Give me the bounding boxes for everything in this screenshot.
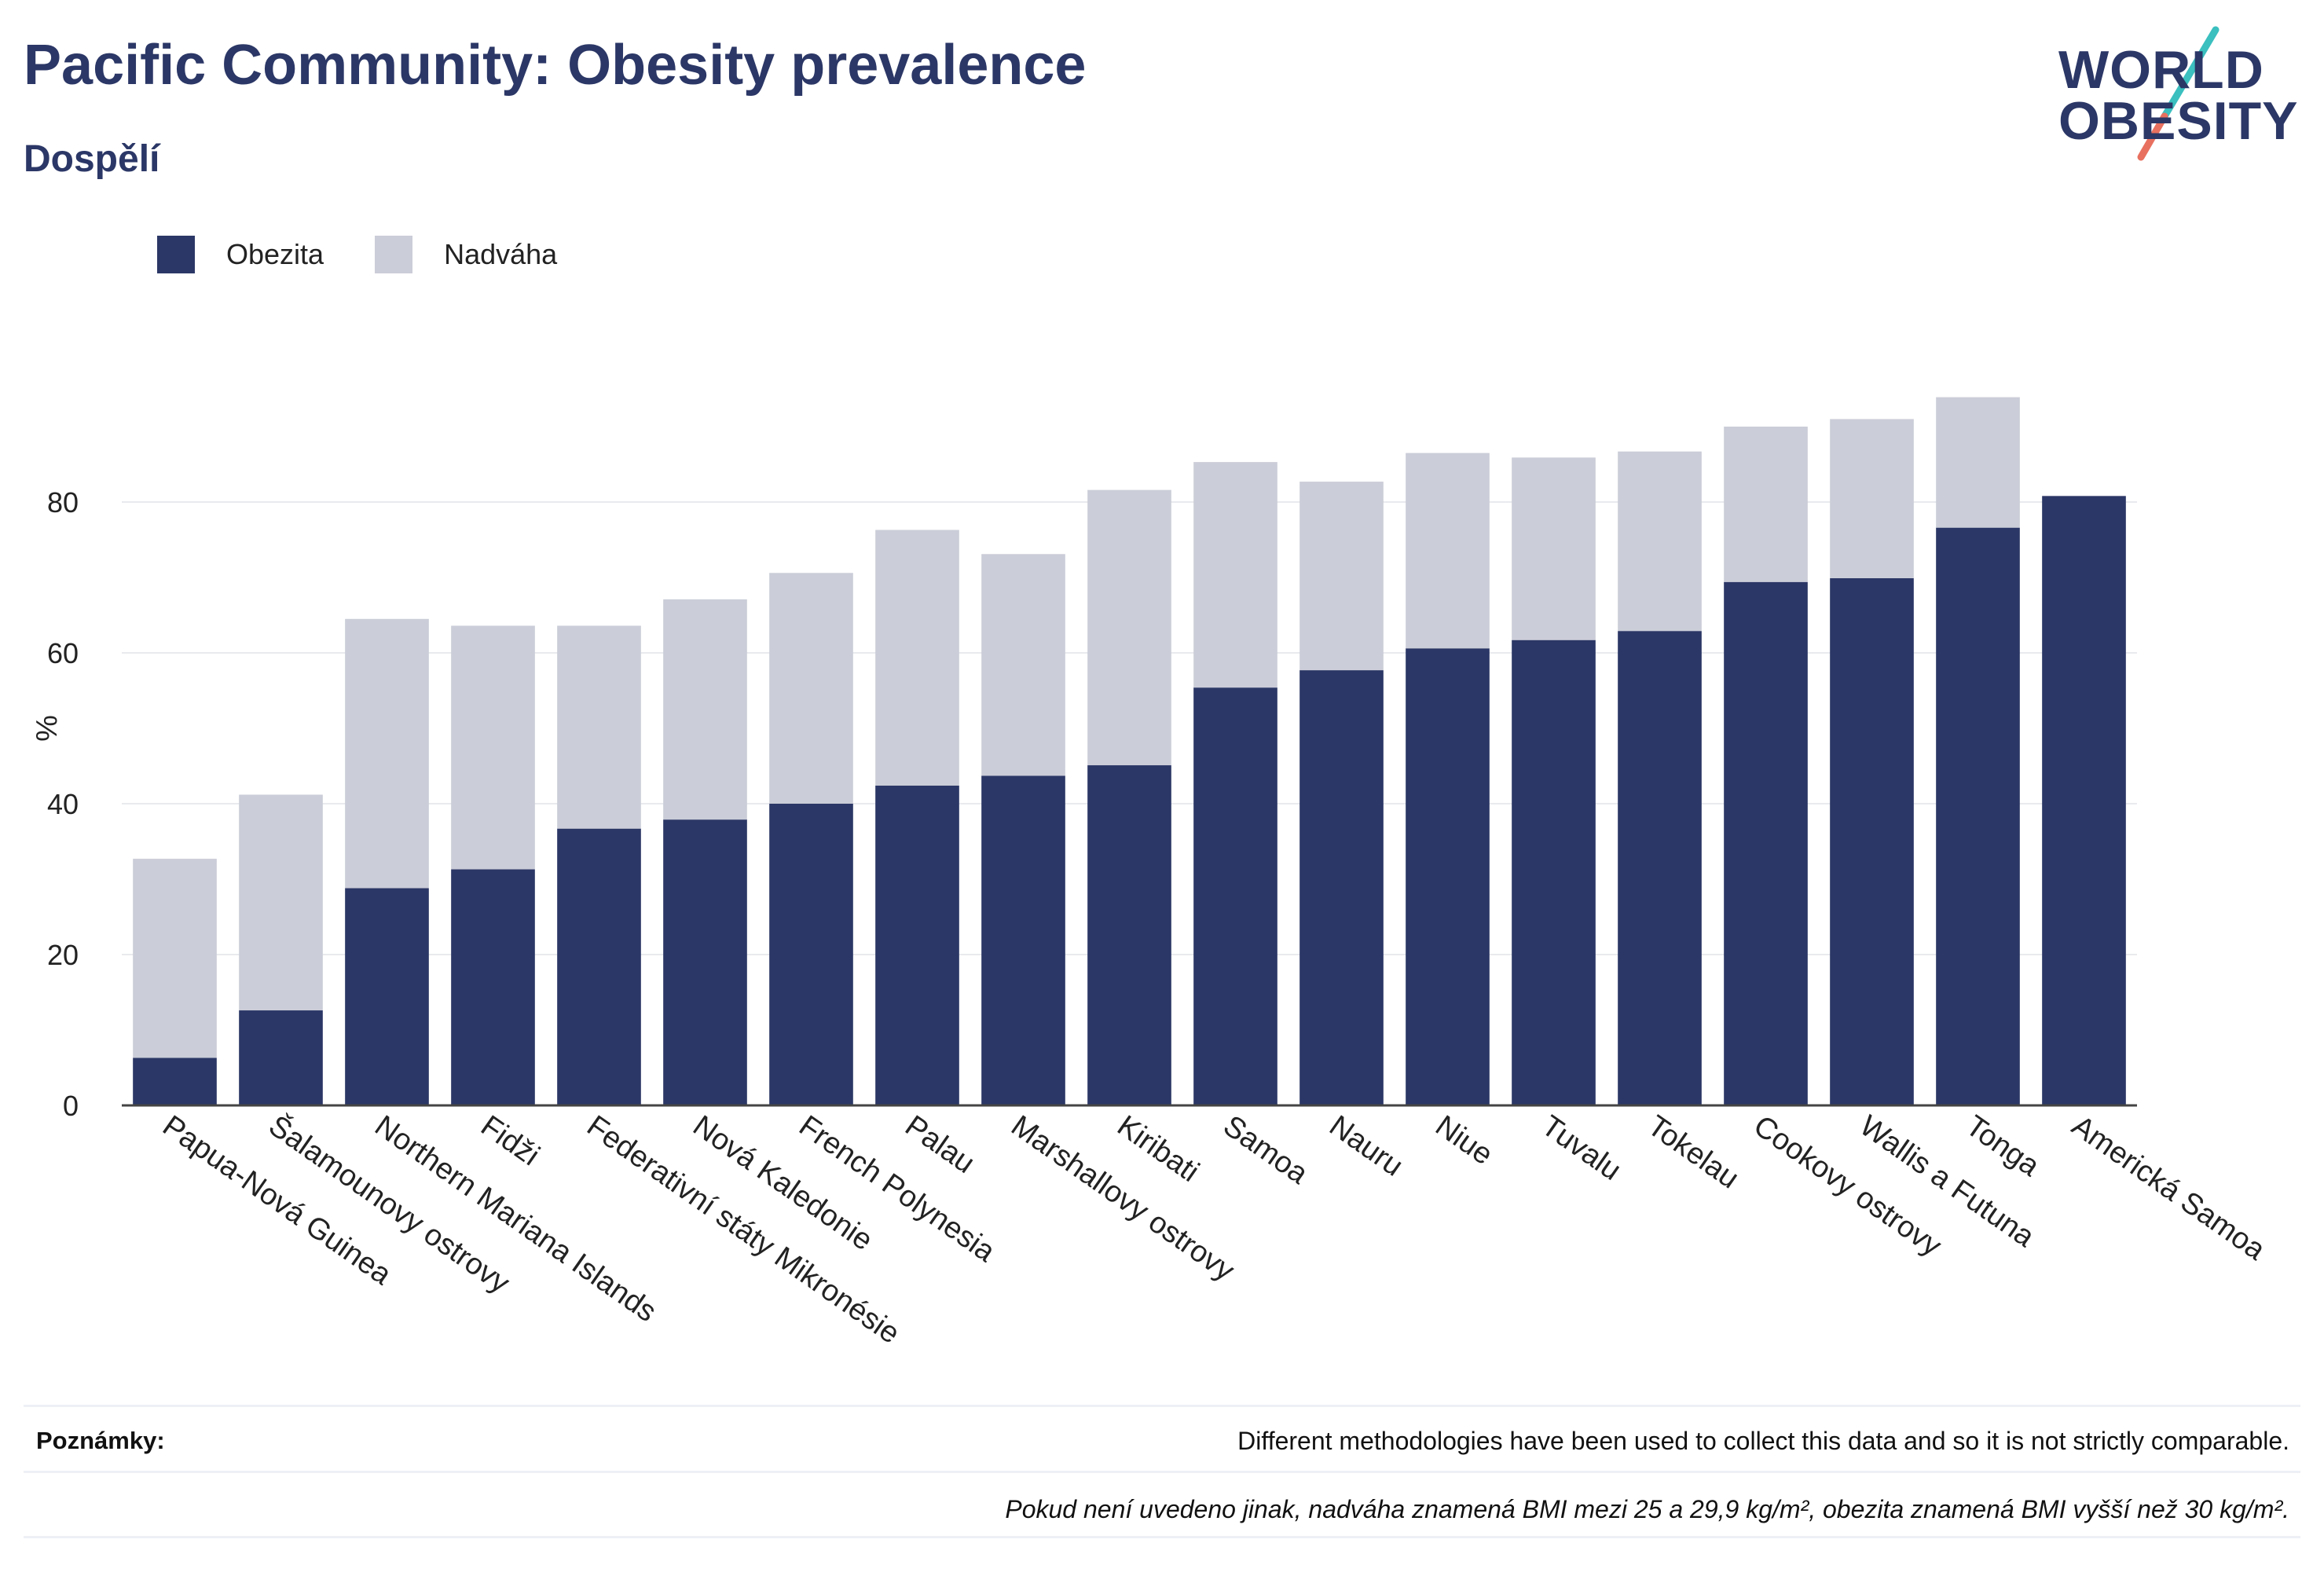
legend-swatch-obesity — [157, 236, 195, 273]
bar-overweight — [1936, 397, 2020, 528]
x-tick-label: Kiribati — [1111, 1109, 1204, 1189]
x-tick-label: Palau — [899, 1109, 981, 1180]
bar-obesity — [875, 785, 959, 1105]
logo-text-world: WORLD — [2058, 40, 2264, 100]
y-tick-label: 40 — [47, 788, 79, 820]
y-axis-label: % — [31, 715, 64, 742]
bar-obesity — [1193, 687, 1277, 1105]
logo-text-obesity: OBESITY — [2058, 91, 2299, 151]
y-tick-label: 80 — [47, 486, 79, 519]
x-tick-label: Americká Samoa — [2066, 1109, 2271, 1267]
bar-overweight — [663, 599, 747, 820]
bar-overweight — [557, 625, 641, 829]
bar-overweight — [1193, 462, 1277, 688]
page-subtitle: Dospělí — [24, 138, 160, 180]
bar-obesity — [1512, 640, 1596, 1105]
x-tick-label: Cookovy ostrovy — [1747, 1109, 1947, 1263]
bar-obesity — [1299, 670, 1384, 1105]
bar-overweight — [239, 794, 323, 1011]
legend-label-obesity: Obezita — [226, 238, 324, 270]
y-tick-label: 60 — [47, 637, 79, 669]
bar-obesity — [1087, 765, 1171, 1105]
bar-overweight — [875, 530, 959, 786]
bar-obesity — [1936, 527, 2020, 1105]
bar-obesity — [1618, 631, 1702, 1105]
notes-text-bmi-definition: Pokud není uvedeno jinak, nadváha znamen… — [1005, 1495, 2289, 1523]
bar-obesity — [663, 819, 747, 1105]
notes-divider-top — [24, 1405, 2300, 1407]
bar-overweight — [133, 859, 217, 1058]
y-tick-label: 0 — [63, 1090, 79, 1122]
bar-obesity — [451, 869, 535, 1105]
x-tick-label: Wallis a Futuna — [1853, 1109, 2040, 1254]
bar-overweight — [1406, 453, 1490, 649]
bar-overweight — [1830, 419, 1914, 578]
legend-item-obesity[interactable]: Obezita — [157, 236, 324, 273]
bar-obesity — [981, 775, 1065, 1105]
legend-swatch-overweight — [375, 236, 413, 273]
bar-obesity — [1724, 581, 1808, 1105]
bar-obesity — [557, 828, 641, 1105]
bar-obesity — [1406, 648, 1490, 1105]
chart-legend: Obezita Nadváha — [157, 236, 608, 273]
x-tick-label: French Polynesia — [793, 1109, 1001, 1269]
bar-overweight — [1512, 457, 1596, 640]
y-tick-label: 20 — [47, 939, 79, 971]
x-tick-label: Tonga — [1959, 1109, 2046, 1183]
x-tick-label: Tuvalu — [1535, 1109, 1626, 1187]
bar-obesity — [769, 804, 853, 1105]
bar-obesity — [239, 1010, 323, 1105]
bar-obesity — [133, 1057, 217, 1105]
x-tick-label: Niue — [1429, 1109, 1498, 1171]
bar-overweight — [1299, 482, 1384, 671]
world-obesity-logo — [2137, 26, 2220, 161]
bar-obesity — [1830, 577, 1914, 1105]
bar-obesity — [345, 888, 429, 1105]
notes-label: Poznámky: — [36, 1427, 165, 1454]
bar-overweight — [451, 625, 535, 870]
x-tick-label: Tokelau — [1641, 1109, 1744, 1196]
bar-overweight — [981, 554, 1065, 776]
notes-divider-middle — [24, 1471, 2300, 1473]
x-tick-label: Nauru — [1323, 1109, 1409, 1183]
notes-divider-bottom — [24, 1536, 2300, 1538]
bar-obesity — [2042, 496, 2126, 1105]
bar-overweight — [1087, 489, 1171, 766]
bar-overweight — [1724, 427, 1808, 582]
legend-label-overweight: Nadváha — [444, 238, 558, 270]
x-tick-label: Samoa — [1217, 1109, 1314, 1191]
x-tick-label: Fidži — [475, 1109, 545, 1172]
bar-overweight — [769, 573, 853, 804]
legend-item-overweight[interactable]: Nadváha — [375, 236, 557, 273]
bar-overweight — [345, 618, 429, 889]
x-tick-label: Nová Kaledonie — [687, 1109, 878, 1257]
notes-text-methodology: Different methodologies have been used t… — [1237, 1427, 2289, 1455]
page-title: Pacific Community: Obesity prevalence — [24, 34, 1087, 97]
bar-overweight — [1618, 451, 1702, 632]
